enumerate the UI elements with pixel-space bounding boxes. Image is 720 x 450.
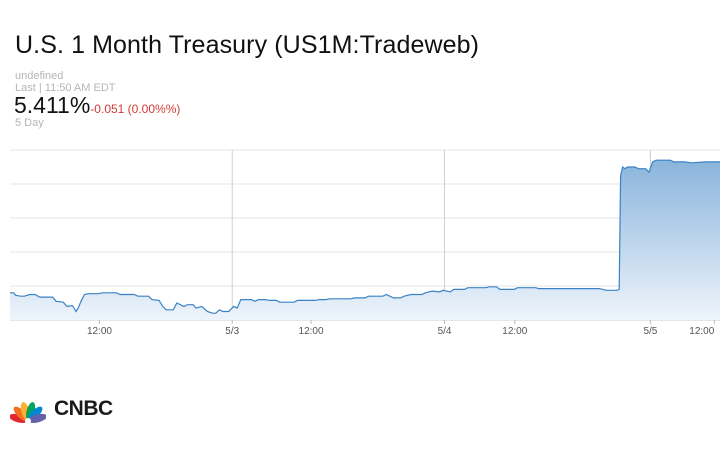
chart-series	[10, 159, 720, 320]
x-tick-label: 12:00	[502, 326, 527, 337]
series-line	[10, 159, 720, 314]
x-tick-label: 5/5	[643, 326, 657, 337]
peacock-icon	[9, 402, 47, 424]
x-tick-label: 12:00	[689, 326, 714, 337]
series-area	[10, 160, 720, 320]
last-updated-label: Last | 11:50 AM EDT	[15, 82, 116, 94]
x-tick-label: 12:00	[87, 326, 112, 337]
price-chart[interactable]: 12:00 5/3 12:00 5/4 12:00 5/5 12:00	[0, 140, 720, 340]
page-title: U.S. 1 Month Treasury (US1M:Tradeweb)	[15, 31, 480, 59]
x-tick-label: 5/3	[225, 326, 239, 337]
cnbc-wordmark: CNBC	[54, 397, 113, 420]
x-tick-label: 5/4	[438, 326, 452, 337]
price-change: -0.051 (0.00%%)	[90, 102, 181, 116]
cnbc-logo[interactable]: CNBC	[9, 397, 140, 424]
x-tick-label: 12:00	[299, 326, 324, 337]
price-value: 5.411%	[14, 92, 91, 118]
quote-row: 5.411%-0.051 (0.00%%)	[14, 92, 180, 119]
status-text: undefined	[15, 70, 64, 82]
range-label[interactable]: 5 Day	[15, 117, 44, 129]
x-axis-ticks: 12:00 5/3 12:00 5/4 12:00 5/5 12:00	[87, 320, 715, 337]
